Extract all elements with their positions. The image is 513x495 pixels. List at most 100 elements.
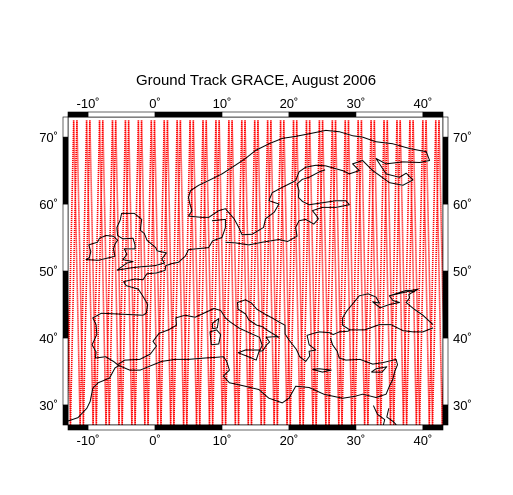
ground-track-pass bbox=[279, 120, 288, 425]
ground-track-pass bbox=[147, 120, 156, 425]
coastline-sicily bbox=[237, 349, 260, 361]
coastline-crete bbox=[312, 368, 332, 373]
coastline-baltic-coast bbox=[225, 169, 350, 246]
frame-bar-bottom bbox=[67, 424, 89, 431]
ground-track-pass bbox=[283, 120, 292, 425]
latitude-tick-label: 30˚ bbox=[39, 398, 58, 413]
ground-track-pass bbox=[182, 120, 191, 425]
ground-track-pass bbox=[234, 120, 243, 425]
frame-bar-top bbox=[221, 111, 290, 118]
ground-track-pass bbox=[308, 120, 317, 425]
latitude-tick-label: 40˚ bbox=[39, 331, 58, 346]
frame-bar-left bbox=[62, 136, 69, 205]
ground-track-pass bbox=[344, 120, 353, 425]
longitude-tick-label: -10˚ bbox=[77, 96, 100, 111]
frame-bar-right bbox=[442, 404, 449, 426]
ground-track-pass bbox=[79, 120, 88, 425]
frame-bar-right bbox=[442, 136, 449, 205]
ground-track-pass bbox=[221, 120, 230, 425]
ground-track-pass bbox=[389, 120, 398, 425]
ground-track-pass bbox=[179, 120, 188, 425]
frame-bar-bottom bbox=[221, 424, 290, 431]
ground-track-pass bbox=[386, 120, 395, 425]
map-frame bbox=[62, 111, 449, 431]
ground-track-pass bbox=[370, 120, 379, 425]
coastline-baltic-and-northern-europe bbox=[91, 218, 434, 366]
ground-track-pass bbox=[273, 120, 282, 425]
ground-track-pass bbox=[276, 120, 285, 425]
ground-track-pass bbox=[95, 120, 104, 425]
ground-track-pass bbox=[373, 120, 382, 425]
coastline-caspian-and-azov bbox=[389, 290, 415, 297]
ground-track-pass bbox=[399, 120, 408, 425]
coastline-ireland bbox=[85, 235, 119, 261]
ground-track-pass bbox=[228, 120, 237, 425]
ground-track-pass bbox=[412, 120, 421, 425]
ground-track-pass bbox=[186, 120, 195, 425]
ground-track-pass bbox=[156, 120, 166, 425]
ground-track-pass bbox=[108, 120, 117, 425]
ground-track-pass bbox=[363, 120, 372, 425]
frame-bar-top bbox=[288, 111, 357, 118]
ground-track-pass bbox=[315, 120, 324, 425]
ground-track-pass bbox=[198, 120, 208, 425]
ground-track-pass bbox=[331, 120, 340, 425]
ground-track-pass bbox=[292, 120, 301, 425]
latitude-tick-label: 50˚ bbox=[39, 264, 58, 279]
ground-track-pass bbox=[241, 120, 250, 425]
ground-track-pass bbox=[166, 120, 175, 425]
ground-track-pass bbox=[350, 120, 359, 425]
frame-bar-top bbox=[67, 111, 89, 118]
frame-bar-bottom bbox=[154, 424, 223, 431]
ground-track-pass bbox=[337, 120, 347, 425]
coastline-sardinia bbox=[209, 329, 222, 346]
frame-bar-bottom bbox=[87, 424, 156, 431]
frame-bar-right bbox=[442, 337, 449, 406]
ground-track-pass bbox=[92, 120, 101, 425]
ground-track-pass bbox=[289, 120, 298, 425]
ground-track-pass bbox=[118, 120, 127, 425]
coastline-red-sea bbox=[372, 405, 386, 425]
frame-bar-bottom bbox=[422, 424, 444, 431]
ground-track-pass bbox=[418, 120, 427, 425]
ground-track-pass bbox=[425, 120, 434, 425]
frame-bar-right bbox=[442, 116, 449, 138]
ground-track-pass bbox=[402, 120, 411, 425]
ground-track-pass bbox=[215, 120, 224, 425]
ground-track-pass bbox=[341, 120, 350, 425]
frame-bar-left bbox=[62, 116, 69, 138]
coastline-corsica bbox=[212, 318, 220, 330]
ground-track-pass bbox=[144, 120, 153, 425]
ground-track-pass bbox=[334, 120, 343, 425]
frame-bar-top bbox=[422, 111, 444, 118]
ground-track-pass bbox=[176, 120, 185, 425]
frame-bar-bottom bbox=[288, 424, 357, 431]
longitude-tick-label: 30˚ bbox=[347, 96, 366, 111]
ground-track-pass bbox=[383, 120, 392, 425]
longitude-tick-label: 20˚ bbox=[280, 433, 299, 448]
ground-track-pass bbox=[131, 120, 140, 425]
ground-track-pass bbox=[257, 120, 266, 425]
latitude-tick-label: 60˚ bbox=[453, 197, 472, 212]
ground-track-pass bbox=[367, 120, 376, 425]
ground-track-pass bbox=[422, 120, 431, 425]
ground-track-pass bbox=[111, 120, 120, 425]
ground-track-pass bbox=[134, 120, 143, 425]
ground-track-pass bbox=[169, 120, 178, 425]
ground-track-pass bbox=[286, 120, 295, 425]
ground-track-pass bbox=[270, 120, 279, 425]
ground-track-pass bbox=[415, 120, 424, 425]
longitude-labels-bottom: -10˚ 0˚ 10˚ 20˚ 30˚ 40˚ bbox=[77, 433, 433, 448]
frame-bar-right bbox=[442, 203, 449, 272]
frame-bar-left bbox=[62, 337, 69, 406]
longitude-tick-label: -10˚ bbox=[77, 433, 100, 448]
map-area bbox=[68, 117, 443, 425]
frame-bar-top bbox=[154, 111, 223, 118]
ground-track-pass bbox=[192, 120, 201, 425]
coastline-great-britain bbox=[116, 212, 167, 271]
coastline-sinai-east bbox=[386, 408, 398, 425]
coastline-layer bbox=[68, 129, 434, 425]
latitude-tick-label: 60˚ bbox=[39, 197, 58, 212]
ground-track-pass bbox=[299, 120, 308, 425]
